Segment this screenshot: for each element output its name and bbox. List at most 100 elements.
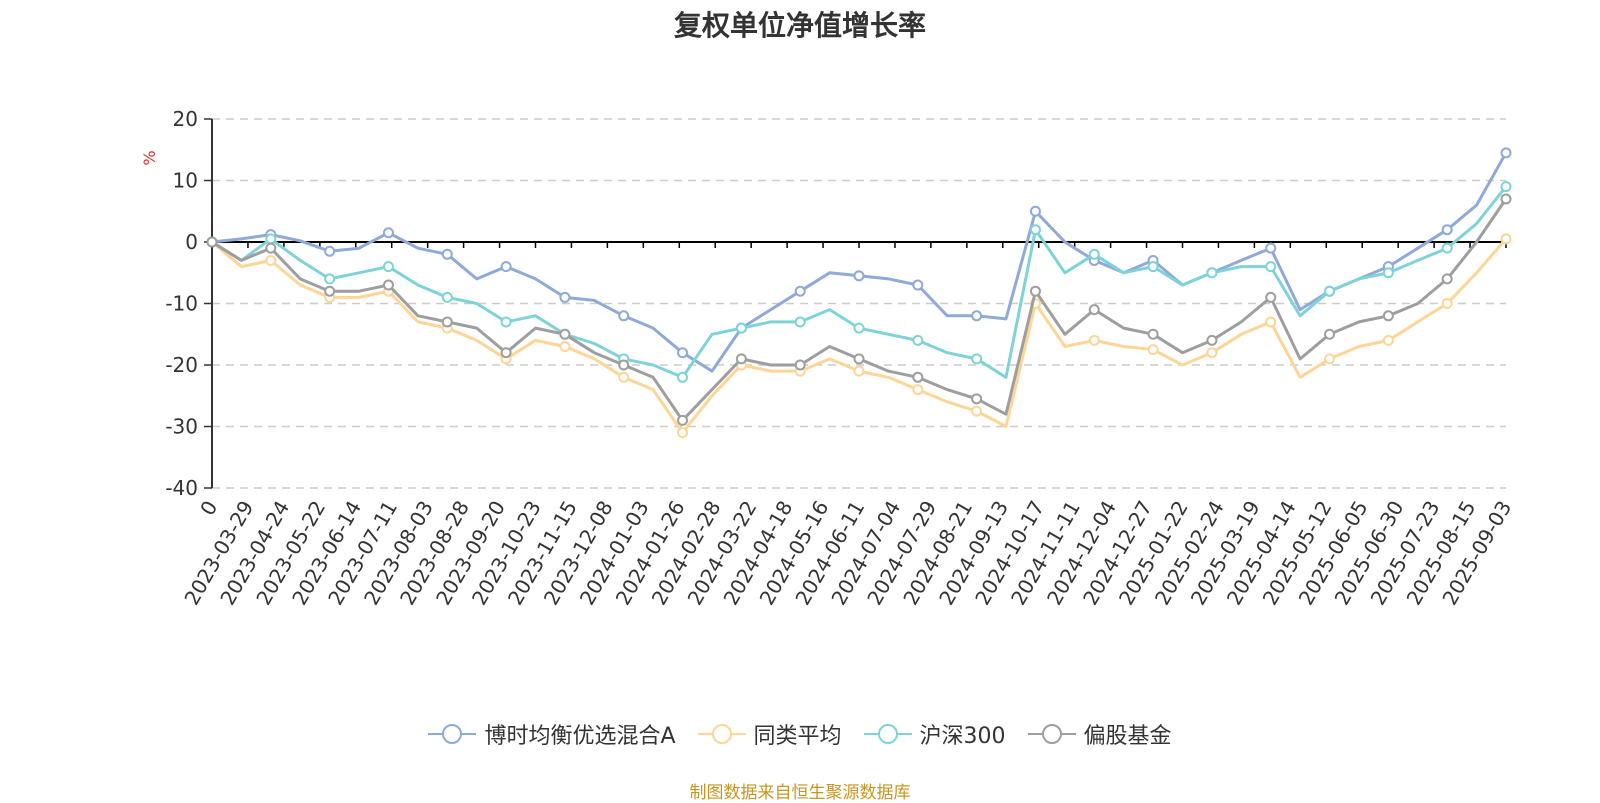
data-point-series-3: [853, 353, 865, 365]
y-tick-label: -10: [165, 292, 198, 316]
data-point-series-3: [794, 359, 806, 371]
series-line-0: [211, 152, 1508, 373]
data-point-series-3: [912, 371, 924, 383]
y-tick-label: -40: [165, 476, 198, 500]
data-point-series-0: [794, 285, 806, 297]
legend-label-fund: 博时均衡优选混合A: [484, 724, 676, 749]
data-point-series-1: [559, 341, 571, 353]
data-point-series-3: [677, 414, 689, 426]
data-point-series-2: [324, 273, 336, 285]
data-point-series-0: [441, 248, 453, 260]
data-point-series-0: [382, 227, 394, 239]
data-point-series-2: [1265, 261, 1277, 273]
legend-item-equity-fund[interactable]: 偏股基金: [1027, 718, 1172, 750]
data-point-series-0: [500, 261, 512, 273]
data-point-series-3: [618, 359, 630, 371]
legend-item-peer-average[interactable]: 同类平均: [697, 718, 842, 750]
data-point-series-3: [1324, 328, 1336, 340]
data-point-series-2: [912, 334, 924, 346]
data-point-series-3: [1088, 304, 1100, 316]
data-point-series-1: [853, 365, 865, 377]
data-point-series-0: [559, 291, 571, 303]
data-point-series-3: [735, 353, 747, 365]
data-point-series-2: [794, 316, 806, 328]
data-point-series-3: [265, 242, 277, 254]
data-point-series-2: [853, 322, 865, 334]
data-point-series-1: [1500, 233, 1512, 245]
data-point-series-2: [265, 233, 277, 245]
data-point-series-1: [1265, 316, 1277, 328]
data-point-series-0: [324, 245, 336, 257]
data-point-series-1: [971, 405, 983, 417]
y-tick-label: 0: [185, 230, 198, 254]
data-point-series-3: [1029, 285, 1041, 297]
data-point-series-0: [853, 270, 865, 282]
data-point-series-3: [441, 316, 453, 328]
data-point-series-1: [1088, 334, 1100, 346]
data-point-series-1: [1147, 344, 1159, 356]
y-tick-label: -30: [165, 415, 198, 439]
data-point-series-3: [206, 236, 218, 248]
data-point-series-2: [1029, 224, 1041, 236]
data-point-series-0: [971, 310, 983, 322]
data-point-series-3: [1441, 273, 1453, 285]
legend-marker-peer-average: [697, 724, 746, 744]
data-point-series-2: [735, 322, 747, 334]
data-point-series-0: [1441, 224, 1453, 236]
data-point-series-1: [1441, 298, 1453, 309]
data-point-series-2: [1500, 181, 1512, 193]
legend-item-csi300[interactable]: 沪深300: [863, 718, 1006, 750]
legend-marker-fund: [428, 724, 477, 744]
data-point-series-1: [912, 384, 924, 396]
series-line-1: [211, 237, 1508, 435]
legend-marker-csi300: [863, 724, 912, 744]
data-point-series-3: [1147, 328, 1159, 340]
x-tick-label: 0: [195, 497, 222, 520]
data-point-series-3: [382, 279, 394, 291]
source-note: 制图数据来自恒生聚源数据库: [689, 783, 911, 803]
data-point-series-0: [1029, 205, 1041, 217]
data-point-series-2: [1441, 242, 1453, 254]
data-point-series-2: [677, 371, 689, 383]
chart-title: 复权单位净值增长率: [673, 9, 926, 42]
legend-label-equity-fund: 偏股基金: [1083, 724, 1172, 749]
data-point-series-2: [441, 291, 453, 303]
data-point-series-1: [677, 427, 689, 439]
data-point-series-2: [1324, 285, 1336, 297]
legend: 博时均衡优选混合A 同类平均 沪深300 偏股基金: [0, 718, 1600, 750]
data-point-series-3: [1206, 334, 1218, 346]
data-point-series-1: [1324, 353, 1336, 365]
data-point-series-3: [1500, 193, 1512, 205]
data-point-series-0: [618, 310, 630, 322]
data-point-series-2: [1382, 267, 1394, 279]
y-axis-label: %: [140, 150, 159, 165]
data-point-series-3: [1382, 310, 1394, 322]
legend-item-fund[interactable]: 博时均衡优选混合A: [428, 718, 676, 750]
data-point-series-0: [1265, 242, 1277, 254]
legend-marker-equity-fund: [1027, 724, 1076, 744]
line-chart: 20100-10-20-30-40%02023-03-292023-04-242…: [140, 107, 1516, 609]
y-tick-label: 20: [173, 107, 198, 131]
data-point-series-1: [1206, 347, 1218, 359]
data-point-series-3: [324, 285, 336, 297]
data-point-series-3: [500, 347, 512, 359]
data-point-series-2: [971, 353, 983, 365]
data-point-series-2: [1088, 248, 1100, 260]
data-point-series-0: [912, 279, 924, 291]
data-point-series-2: [1147, 261, 1159, 273]
data-point-series-2: [1206, 267, 1218, 279]
y-tick-label: 10: [173, 169, 198, 193]
data-point-series-1: [1382, 334, 1394, 346]
legend-label-csi300: 沪深300: [919, 724, 1006, 749]
data-point-series-1: [618, 371, 630, 383]
data-point-series-3: [971, 393, 983, 405]
data-point-series-0: [1500, 147, 1512, 159]
data-point-series-2: [500, 316, 512, 328]
data-point-series-1: [265, 254, 277, 266]
data-point-series-2: [382, 261, 394, 273]
y-tick-label: -20: [165, 353, 198, 377]
data-point-series-3: [1265, 291, 1277, 303]
legend-label-peer-average: 同类平均: [753, 724, 842, 749]
data-point-series-0: [677, 347, 689, 359]
data-point-series-3: [559, 328, 571, 340]
